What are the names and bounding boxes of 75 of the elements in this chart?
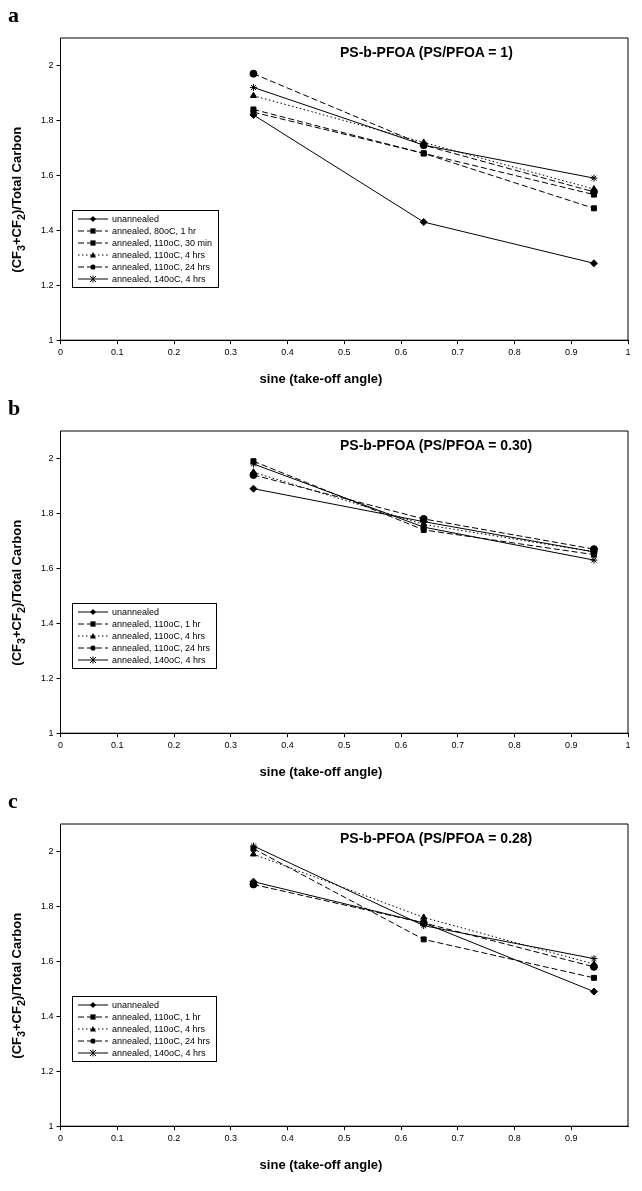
x-axis-title: sine (take-off angle)	[258, 764, 384, 779]
legend-label: unannealed	[112, 1000, 160, 1010]
y-tick-label: 1.8	[41, 507, 54, 518]
x-tick-label: 0.4	[281, 1133, 294, 1144]
x-tick-label: 0.2	[167, 347, 181, 358]
legend-label: annealed, 140oC, 4 hrs	[112, 1048, 206, 1058]
legend-label: annealed, 110oC, 24 hrs	[112, 643, 210, 653]
text: b	[8, 395, 21, 421]
y-tick-label: 2	[48, 845, 54, 856]
x-tick-label: 0.7	[451, 347, 465, 358]
y-tick-label: 1.2	[41, 672, 54, 683]
x-tick-label: 0.5	[338, 347, 351, 358]
text: a	[8, 2, 19, 28]
x-tick-label: 0.2	[167, 740, 181, 751]
y-tick-label: 1.8	[41, 114, 54, 125]
x-tick-label: 0.4	[281, 740, 294, 751]
y-tick-label: 1	[48, 334, 54, 345]
x-tick-label: 0	[58, 1133, 64, 1144]
legend-label: annealed, 110oC, 4 hrs	[112, 1024, 205, 1034]
chart-title: PS-b-PFOA (PS/PFOA = 1)	[340, 44, 513, 60]
y-tick-label: 1.8	[41, 900, 54, 911]
x-tick-label: 0.3	[224, 740, 238, 751]
y-tick-label: 1.2	[41, 279, 54, 290]
legend-label: annealed, 110oC, 4 hrs	[112, 250, 205, 260]
legend-label: annealed, 140oC, 4 hrs	[112, 655, 206, 665]
x-axis-title: sine (take-off angle)	[258, 1157, 384, 1172]
x-tick-label: 0.3	[224, 347, 238, 358]
x-tick-label: 0.8	[508, 347, 521, 358]
y-tick-label: 1	[48, 727, 54, 738]
legend-label: annealed, 110oC, 1 hr	[112, 619, 201, 629]
x-tick-label: 0.7	[451, 1133, 465, 1144]
legend-label: annealed, 140oC, 4 hrs	[112, 274, 206, 284]
x-tick-label: 0	[58, 740, 64, 751]
y-tick-label: 1.2	[41, 1065, 54, 1076]
x-tick-label: 0.6	[394, 347, 408, 358]
legend-label: annealed, 110oC, 30 min	[112, 238, 212, 248]
x-axis-title: sine (take-off angle)	[258, 371, 384, 386]
x-tick-label: 0.6	[394, 740, 408, 751]
x-tick-label: 0.2	[167, 1133, 181, 1144]
x-tick-label: 0.5	[338, 740, 351, 751]
y-tick-label: 1.6	[41, 169, 54, 180]
x-tick-label: 0.4	[281, 347, 294, 358]
text: c	[8, 788, 18, 814]
legend-label: unannealed	[112, 607, 160, 617]
legend-label: annealed, 80oC, 1 hr	[112, 226, 197, 236]
x-tick-label: 0.1	[111, 740, 124, 751]
y-tick-label: 1.6	[41, 562, 54, 573]
legend-label: annealed, 110oC, 4 hrs	[112, 631, 205, 641]
x-tick-label: 0.9	[564, 1133, 578, 1144]
chart-title: PS-b-PFOA (PS/PFOA = 0.30)	[340, 437, 533, 453]
x-tick-label: 1	[625, 740, 631, 751]
x-tick-label: 0.7	[451, 740, 465, 751]
legend-label: annealed, 110oC, 24 hrs	[112, 262, 210, 272]
chart-title: PS-b-PFOA (PS/PFOA = 0.28)	[340, 830, 533, 846]
legend-label: unannealed	[112, 214, 160, 224]
y-tick-label: 2	[48, 452, 54, 463]
legend-label: annealed, 110oC, 1 hr	[112, 1012, 201, 1022]
x-tick-label: 0.9	[564, 740, 578, 751]
x-tick-label: 0.1	[111, 347, 124, 358]
y-tick-label: 1.4	[41, 1010, 54, 1021]
x-tick-label: 0.8	[508, 740, 521, 751]
x-tick-label: 0.6	[394, 1133, 408, 1144]
y-tick-label: 1.4	[41, 617, 54, 628]
x-tick-label: 0	[58, 347, 64, 358]
x-tick-label: 1	[625, 347, 631, 358]
x-tick-label: 0.3	[224, 1133, 238, 1144]
y-tick-label: 1.6	[41, 955, 54, 966]
legend-label: annealed, 110oC, 24 hrs	[112, 1036, 210, 1046]
x-tick-label: 0.5	[338, 1133, 351, 1144]
y-tick-label: 1.4	[41, 224, 54, 235]
y-tick-label: 2	[48, 59, 54, 70]
x-tick-label: 0.1	[111, 1133, 124, 1144]
x-tick-label: 0.9	[564, 347, 578, 358]
y-tick-label: 1	[48, 1120, 54, 1131]
x-tick-label: 0.8	[508, 1133, 521, 1144]
